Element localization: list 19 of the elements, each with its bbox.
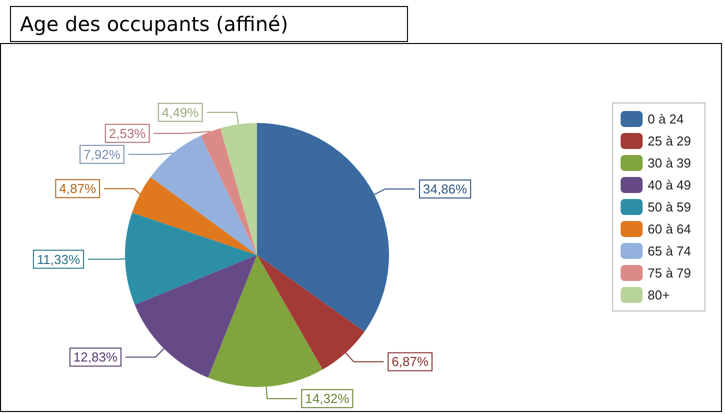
legend-label: 60 à 64 — [648, 222, 691, 236]
data-label: 4,49% — [162, 104, 200, 120]
legend-label: 50 à 59 — [648, 200, 691, 214]
legend-label: 0 à 24 — [648, 112, 684, 126]
legend-label: 80+ — [648, 288, 670, 302]
data-label: 6,87% — [392, 354, 429, 370]
chart-title: Age des occupants (affiné) — [20, 12, 288, 36]
data-label: 11,33% — [36, 252, 80, 267]
legend-label: 75 à 79 — [648, 266, 691, 280]
data-label: 7,92% — [84, 146, 121, 162]
legend-label: 30 à 39 — [648, 156, 691, 170]
legend-label: 65 à 74 — [648, 244, 691, 258]
legend-label: 25 à 29 — [648, 134, 691, 148]
legend-label: 40 à 49 — [648, 178, 691, 192]
data-label: 12,83% — [73, 350, 118, 365]
data-label: 14,32% — [305, 391, 350, 406]
data-label: 2,53% — [108, 126, 146, 141]
data-label: 34,86% — [423, 182, 468, 197]
data-label: 4,87% — [59, 181, 96, 196]
